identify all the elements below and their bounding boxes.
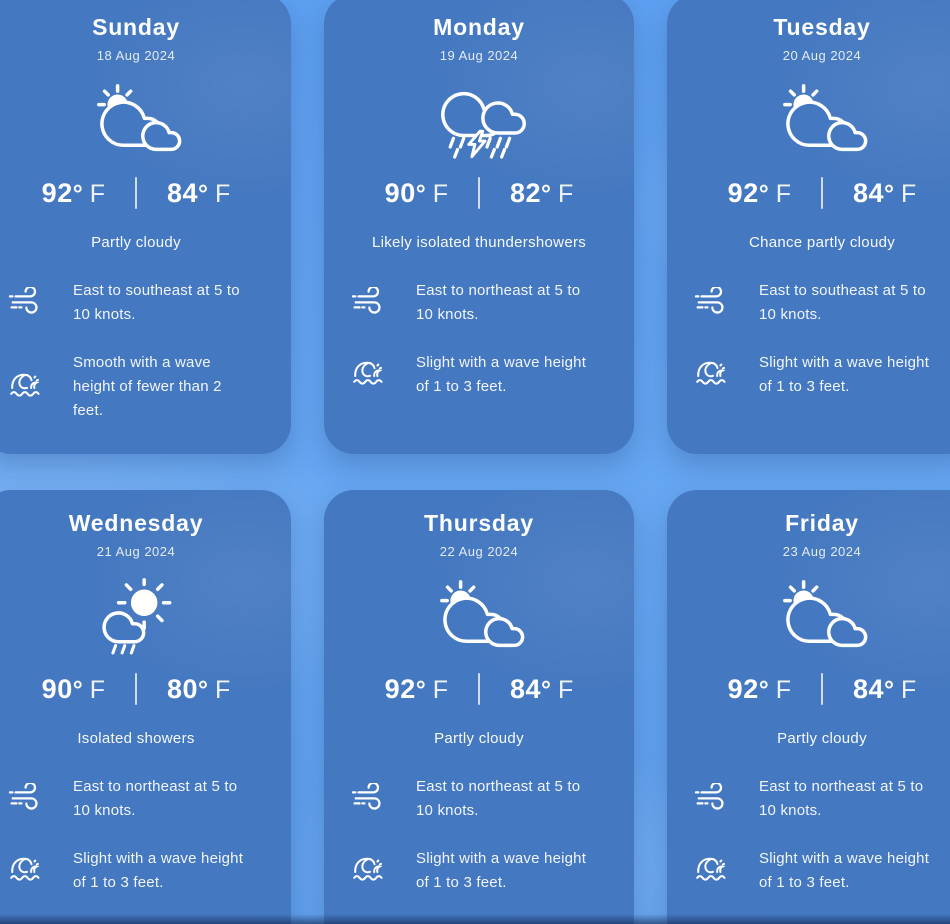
weather-icon [693,77,950,165]
sea-row: Slight with a wave height of 1 to 3 feet… [7,847,265,895]
day-title: Tuesday [773,14,871,40]
condition-text: Isolated showers [77,730,195,747]
sea-row: Slight with a wave height of 1 to 3 feet… [693,847,950,895]
low-temp: 84 ° F [853,177,917,208]
date-label: 22 Aug 2024 [439,544,519,559]
wave-icon [7,370,47,404]
wind-text: East to northeast at 5 to 10 knots. [759,778,924,819]
sea-row: Slight with a wave height of 1 to 3 feet… [350,847,608,895]
wind-row: East to northeast at 5 to 10 knots. [350,279,608,327]
weather-icon [693,573,950,661]
sea-text: Slight with a wave height of 1 to 3 feet… [759,354,930,395]
temp-divider [478,673,480,705]
wind-icon [7,287,47,320]
wind-text: East to northeast at 5 to 10 knots. [416,778,581,819]
temperature-row: 90 ° F 80 ° F [7,673,265,705]
wind-text: East to northeast at 5 to 10 knots. [73,778,238,819]
sea-text: Smooth with a wave height of fewer than … [73,354,222,419]
sea-text: Slight with a wave height of 1 to 3 feet… [416,850,587,891]
wind-icon [7,783,47,816]
forecast-card[interactable]: Friday 23 Aug 2024 92 ° F 84 ° F Partly clou… [667,490,950,924]
date-label: 19 Aug 2024 [439,48,519,63]
forecast-card[interactable]: Sunday 18 Aug 2024 92 ° F 84 ° F Partly clou… [0,0,291,454]
temperature-row: 90 ° F 82 ° F [350,177,608,209]
wave-icon [693,358,733,392]
date-label: 23 Aug 2024 [782,544,862,559]
sea-text: Slight with a wave height of 1 to 3 feet… [759,850,930,891]
weather-icon [7,573,265,661]
temperature-row: 92 ° F 84 ° F [350,673,608,705]
day-title: Wednesday [68,510,204,536]
wind-icon [693,783,733,816]
temp-divider [478,177,480,209]
condition-text: Partly cloudy [434,730,524,747]
temp-divider [821,177,823,209]
high-temp: 90 ° F [384,177,448,208]
date-label: 20 Aug 2024 [782,48,862,63]
day-title: Thursday [424,510,534,536]
low-temp: 84 ° F [510,673,574,704]
wind-row: East to northeast at 5 to 10 knots. [7,775,265,823]
temp-divider [135,673,137,705]
day-title: Monday [433,14,525,40]
sea-text: Slight with a wave height of 1 to 3 feet… [73,850,244,891]
high-temp: 92 ° F [727,673,791,704]
condition-text: Chance partly cloudy [748,234,896,251]
wind-text: East to southeast at 5 to 10 knots. [73,282,240,323]
condition-text: Partly cloudy [91,234,181,251]
low-temp: 82 ° F [510,177,574,208]
date-label: 18 Aug 2024 [96,48,176,63]
high-temp: 92 ° F [727,177,791,208]
forecast-card[interactable]: Thursday 22 Aug 2024 92 ° F 84 ° F Partly cl… [324,490,634,924]
forecast-card[interactable]: Wednesday 21 Aug 2024 90 ° F 80 ° F Isolated… [0,490,291,924]
low-temp: 80 ° F [167,673,231,704]
wind-text: East to northeast at 5 to 10 knots. [416,282,581,323]
wind-icon [350,783,390,816]
wind-icon [350,287,390,320]
high-temp: 92 ° F [384,673,448,704]
forecast-card[interactable]: Tuesday 20 Aug 2024 92 ° F 84 ° F Chance par… [667,0,950,454]
wind-row: East to southeast at 5 to 10 knots. [7,279,265,327]
sea-row: Slight with a wave height of 1 to 3 feet… [350,351,608,399]
forecast-card[interactable]: Monday 19 Aug 2024 90 ° F 82 ° F Likely isol… [324,0,634,454]
temp-divider [821,673,823,705]
temperature-row: 92 ° F 84 ° F [693,673,950,705]
temperature-row: 92 ° F 84 ° F [7,177,265,209]
condition-text: Likely isolated thundershowers [371,234,587,251]
condition-text: Partly cloudy [777,730,867,747]
high-temp: 90 ° F [41,673,105,704]
low-temp: 84 ° F [853,673,917,704]
wave-icon [350,358,390,392]
wave-icon [350,854,390,888]
wind-text: East to southeast at 5 to 10 knots. [759,282,926,323]
day-title: Sunday [92,14,180,40]
wave-icon [693,854,733,888]
wind-row: East to northeast at 5 to 10 knots. [693,775,950,823]
sea-text: Slight with a wave height of 1 to 3 feet… [416,354,587,395]
wind-icon [693,287,733,320]
low-temp: 84 ° F [167,177,231,208]
wind-row: East to northeast at 5 to 10 knots. [350,775,608,823]
wind-row: East to southeast at 5 to 10 knots. [693,279,950,327]
weather-icon [7,77,265,165]
weather-icon [350,573,608,661]
temperature-row: 92 ° F 84 ° F [693,177,950,209]
day-title: Friday [785,510,859,536]
sea-row: Slight with a wave height of 1 to 3 feet… [693,351,950,399]
date-label: 21 Aug 2024 [96,544,176,559]
sea-row: Smooth with a wave height of fewer than … [7,351,265,423]
weather-icon [350,77,608,165]
high-temp: 92 ° F [41,177,105,208]
temp-divider [135,177,137,209]
wave-icon [7,854,47,888]
